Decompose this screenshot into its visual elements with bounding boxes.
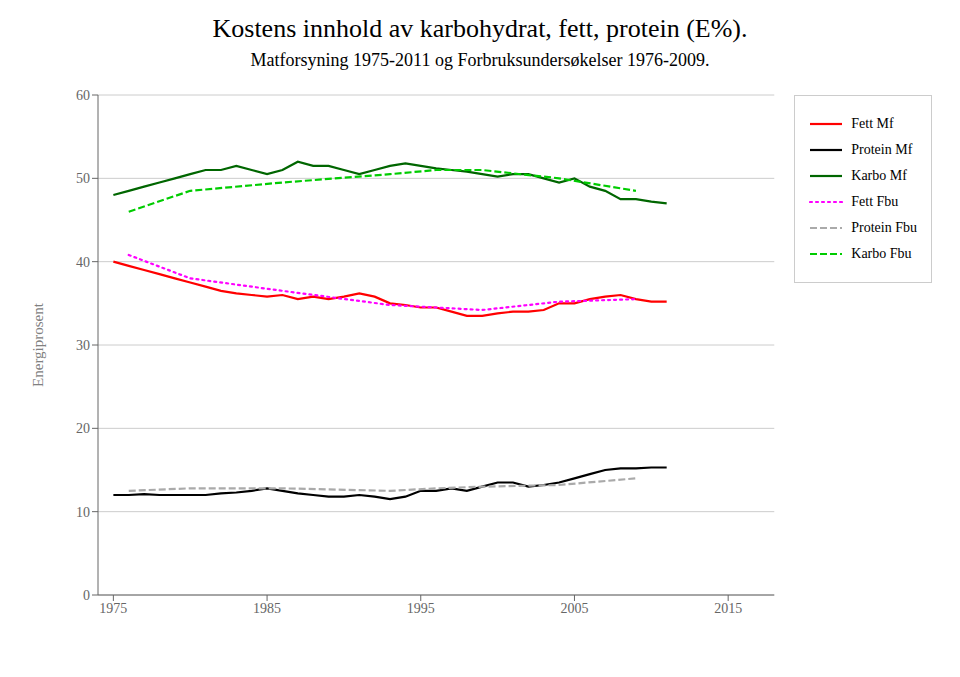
html-text:Protein Fbu: Protein Fbu bbox=[851, 220, 917, 235]
html-text:Matforsyning 1975-2011 og Forb: Matforsyning 1975-2011 og Forbruksunders… bbox=[250, 50, 710, 70]
html-text:Fett Mf: Fett Mf bbox=[851, 116, 894, 131]
svg-text:30: 30 bbox=[76, 338, 90, 353]
html-text:Fett Fbu: Fett Fbu bbox=[851, 194, 899, 209]
html-text:Karbo Fbu: Karbo Fbu bbox=[851, 246, 912, 261]
svg-text:Energiprosent: Energiprosent bbox=[30, 302, 46, 387]
svg-text:10: 10 bbox=[76, 505, 90, 520]
svg-text:60: 60 bbox=[76, 88, 90, 103]
html-text:Kostens innhold av karbohydrat: Kostens innhold av karbohydrat, fett, pr… bbox=[212, 14, 748, 43]
svg-text:1985: 1985 bbox=[253, 601, 281, 616]
html-text:Protein Mf: Protein Mf bbox=[851, 142, 913, 157]
svg-text:1995: 1995 bbox=[407, 601, 435, 616]
svg-text:20: 20 bbox=[76, 421, 90, 436]
svg-text:2015: 2015 bbox=[714, 601, 742, 616]
svg-text:2005: 2005 bbox=[560, 601, 588, 616]
svg-text:50: 50 bbox=[76, 171, 90, 186]
svg-text:40: 40 bbox=[76, 255, 90, 270]
svg-text:0: 0 bbox=[83, 588, 90, 603]
html-text:Karbo Mf: Karbo Mf bbox=[851, 168, 907, 183]
svg-text:1975: 1975 bbox=[99, 601, 127, 616]
